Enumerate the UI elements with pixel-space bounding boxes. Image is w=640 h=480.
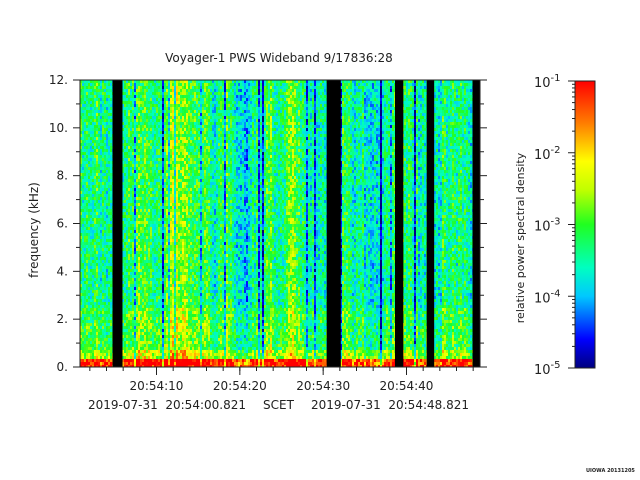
x-footer-end: 2019-07-31 20:54:48.821: [311, 398, 469, 412]
data-gap-2: [395, 80, 404, 367]
colorbar-tick-label-1: 10-4: [534, 288, 561, 306]
colorbar-label: relative power spectral density: [514, 152, 527, 323]
data-gap-0: [112, 80, 123, 367]
y-tick-label-5: 10.: [49, 121, 68, 135]
y-axis-ticks: 0. 2. 4. 6. 8. 10. 12.: [49, 73, 487, 374]
colorbar-tick-label-2: 10-3: [534, 217, 561, 235]
y-tick-label-4: 8.: [57, 169, 68, 183]
data-gap-3: [426, 80, 435, 367]
colorbar: [574, 80, 596, 369]
credit-stamp: UIOWA 20131205: [586, 468, 635, 474]
x-tick-label-0: 20:54:10: [130, 379, 184, 393]
colorbar-tick-label-0: 10-5: [534, 360, 561, 378]
x-tick-label-2: 20:54:30: [296, 379, 350, 393]
y-tick-label-2: 4.: [57, 264, 68, 278]
y-axis-label: frequency (kHz): [27, 182, 41, 278]
colorbar-tick-label-3: 10-2: [534, 145, 561, 163]
y-tick-label-3: 6.: [57, 217, 68, 231]
y-tick-label-1: 2.: [57, 312, 68, 326]
data-gap-4: [472, 80, 480, 367]
colorbar-tick-label-4: 10-1: [534, 73, 561, 91]
x-footer-start: 2019-07-31 20:54:00.821: [88, 398, 246, 412]
x-tick-label-1: 20:54:20: [213, 379, 267, 393]
data-gap-1: [326, 80, 341, 367]
y-tick-label-6: 12.: [49, 73, 68, 87]
y-tick-label-0: 0.: [57, 360, 68, 374]
x-axis-ticks: 20:54:10 20:54:20 20:54:30 20:54:40: [89, 367, 474, 393]
x-footer-frame: SCET: [263, 398, 295, 412]
chart-title: Voyager-1 PWS Wideband 9/17836:28: [165, 51, 393, 65]
data-gaps: [112, 80, 480, 367]
spectrogram-heatmap: [80, 80, 480, 367]
colorbar-ticks: 10-5 10-4 10-3 10-2 10-1: [534, 73, 575, 378]
x-tick-label-3: 20:54:40: [380, 379, 434, 393]
